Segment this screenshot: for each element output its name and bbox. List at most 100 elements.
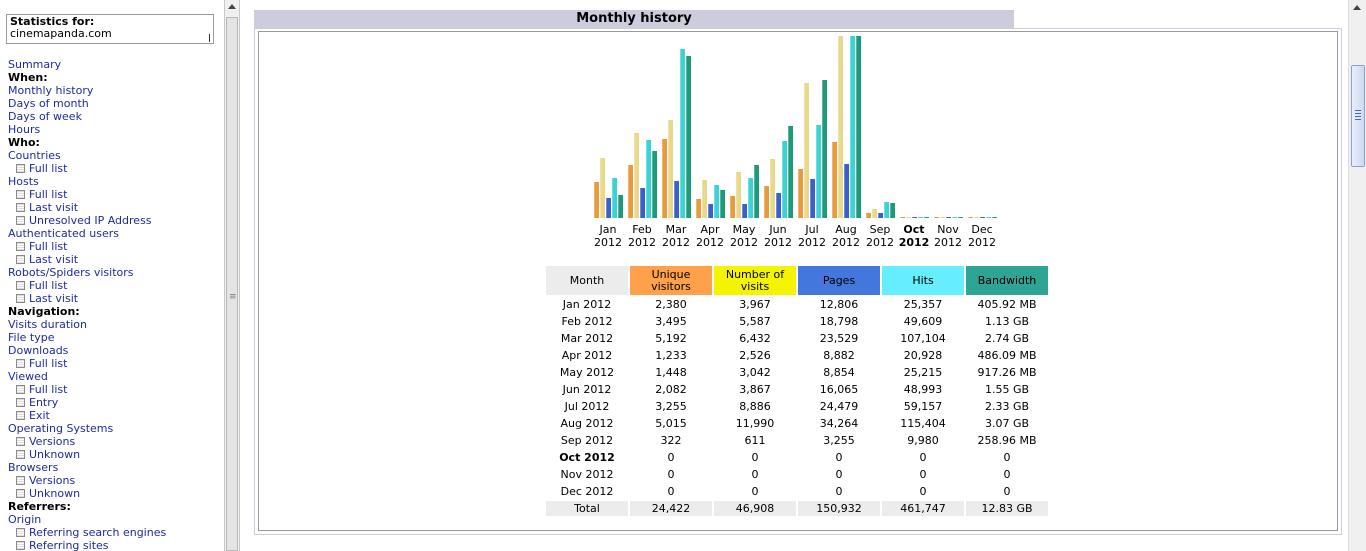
splitter-thumb[interactable]: [226, 17, 238, 551]
month-cell: Oct 2012: [559, 451, 615, 464]
menu-sublink-label: Full list: [29, 240, 68, 253]
menu-sublink-label: Full list: [29, 162, 68, 175]
menu-sublink-unresolved-ip-address[interactable]: Unresolved IP Address: [8, 214, 166, 227]
bar-hits-feb: [646, 140, 651, 218]
menu-sublink-label: Entry: [29, 396, 59, 409]
menu-link-countries[interactable]: Countries: [8, 149, 61, 162]
bar-bandwidth-sep: [890, 203, 895, 218]
value-cell: 9,980: [907, 434, 939, 447]
menu-sublink-full-list[interactable]: Full list: [8, 162, 166, 175]
menu-link-authenticated-users[interactable]: Authenticated users: [8, 227, 119, 240]
bar-pages-feb: [640, 188, 645, 218]
bar-visitors-nov: [934, 217, 939, 218]
value-cell: 34,264: [819, 417, 859, 430]
menu-sublink-last-visit[interactable]: Last visit: [8, 201, 166, 214]
menu-link-browsers[interactable]: Browsers: [8, 461, 59, 474]
value-cell: 3,042: [739, 366, 771, 379]
menu-sublink-referring-search-engines[interactable]: Referring search engines: [8, 526, 166, 539]
bar-visits-feb: [634, 133, 639, 218]
bar-highlight: [652, 151, 654, 218]
menu-link-robots-spiders-visitors[interactable]: Robots/Spiders visitors: [8, 266, 134, 279]
month-cell: Jun 2012: [562, 383, 612, 396]
value-cell: 0: [835, 451, 843, 464]
menu-link-summary[interactable]: Summary: [8, 58, 62, 71]
menu-sublink-full-list[interactable]: Full list: [8, 357, 166, 370]
frame-splitter[interactable]: ≡: [224, 0, 240, 551]
menu-sublink-full-list[interactable]: Full list: [8, 188, 166, 201]
year-tick-label: 2012: [934, 236, 962, 249]
menu-link-monthly-history[interactable]: Monthly history: [8, 84, 94, 97]
value-cell: 3,255: [823, 434, 855, 447]
menu-link-days-of-month[interactable]: Days of month: [8, 97, 89, 110]
splitter-grip-icon[interactable]: ≡: [229, 292, 237, 302]
bar-pages-mar: [674, 181, 679, 218]
value-cell: 322: [660, 434, 682, 447]
list-page-icon: [16, 242, 25, 251]
menu-link-operating-systems[interactable]: Operating Systems: [8, 422, 114, 435]
bar-highlight: [986, 217, 988, 218]
vertical-scrollbar[interactable]: [1348, 0, 1366, 551]
menu-link-downloads[interactable]: Downloads: [8, 344, 69, 357]
menu-sublink-unknown[interactable]: Unknown: [8, 487, 166, 500]
menu-sublink-label: Versions: [29, 435, 76, 448]
menu-link-hours[interactable]: Hours: [8, 123, 41, 136]
list-page-icon: [16, 411, 25, 420]
bar-highlight: [934, 217, 936, 218]
bar-visits-mar: [668, 120, 673, 218]
bar-highlight: [952, 217, 954, 218]
scroll-up-arrow-icon[interactable]: [1353, 5, 1361, 10]
bar-bandwidth-aug: [856, 36, 861, 218]
scroll-up-arrow-icon[interactable]: [228, 4, 236, 9]
value-cell: 25,215: [903, 366, 943, 379]
menu-link-viewed[interactable]: Viewed: [8, 370, 48, 383]
year-tick-label: 2012: [832, 236, 860, 249]
menu-link-origin[interactable]: Origin: [8, 513, 42, 526]
table-row: Jul 2012 3,255 8,886 24,479 59,157 2.33 GB: [546, 399, 1048, 414]
bar-highlight: [770, 159, 772, 218]
menu-link-hosts[interactable]: Hosts: [8, 175, 39, 188]
bar-hits-may: [748, 178, 753, 218]
value-cell: 3,967: [739, 298, 771, 311]
total-cell: 46,908: [714, 501, 796, 516]
menu-link-days-of-week[interactable]: Days of week: [8, 110, 82, 123]
bar-bandwidth-oct: [924, 217, 929, 218]
menu-sublink-versions[interactable]: Versions: [8, 474, 166, 487]
value-cell: 23,529: [819, 332, 859, 345]
menu-sublink-last-visit[interactable]: Last visit: [8, 253, 166, 266]
menu-sublink-full-list[interactable]: Full list: [8, 279, 166, 292]
menu-sublink-exit[interactable]: Exit: [8, 409, 166, 422]
menu-sublink-last-visit[interactable]: Last visit: [8, 292, 166, 305]
list-page-icon: [16, 489, 25, 498]
bar-highlight: [906, 217, 908, 218]
stats-for-label: Statistics for:: [10, 15, 95, 28]
menu-sublink-full-list[interactable]: Full list: [8, 240, 166, 253]
menu-sublink-referring-sites[interactable]: Referring sites: [8, 539, 166, 551]
list-page-icon: [16, 294, 25, 303]
column-header: Month: [546, 266, 628, 295]
scrollbar-grip-icon: [1355, 110, 1361, 120]
value-cell: 486.09 MB: [977, 349, 1037, 362]
bar-hits-jan: [612, 178, 617, 218]
total-cell: 12.83 GB: [966, 501, 1048, 516]
bar-highlight: [606, 198, 608, 218]
year-tick-label: 2012: [866, 236, 894, 249]
menu-sublink-full-list[interactable]: Full list: [8, 383, 166, 396]
value-cell: 16,065: [819, 383, 859, 396]
table-row: Aug 2012 5,015 11,990 34,264 115,404 3.07 GB: [546, 416, 1048, 431]
value-cell: 8,854: [823, 366, 855, 379]
value-cell: 2,526: [739, 349, 771, 362]
value-cell: 5,192: [655, 332, 687, 345]
value-cell: 11,990: [735, 417, 775, 430]
scrollbar-thumb[interactable]: [1351, 65, 1365, 167]
menu-sublink-entry[interactable]: Entry: [8, 396, 166, 409]
menu-link-file-type[interactable]: File type: [8, 331, 55, 344]
menu-sublink-versions[interactable]: Versions: [8, 435, 166, 448]
menu-link-visits-duration[interactable]: Visits duration: [8, 318, 87, 331]
value-cell: 0: [751, 485, 759, 498]
list-page-icon: [16, 385, 25, 394]
year-tick-label: 2012: [696, 236, 724, 249]
bar-highlight: [714, 185, 716, 218]
list-page-icon: [16, 398, 25, 407]
total-cell: 461,747: [882, 501, 964, 516]
menu-sublink-unknown[interactable]: Unknown: [8, 448, 166, 461]
